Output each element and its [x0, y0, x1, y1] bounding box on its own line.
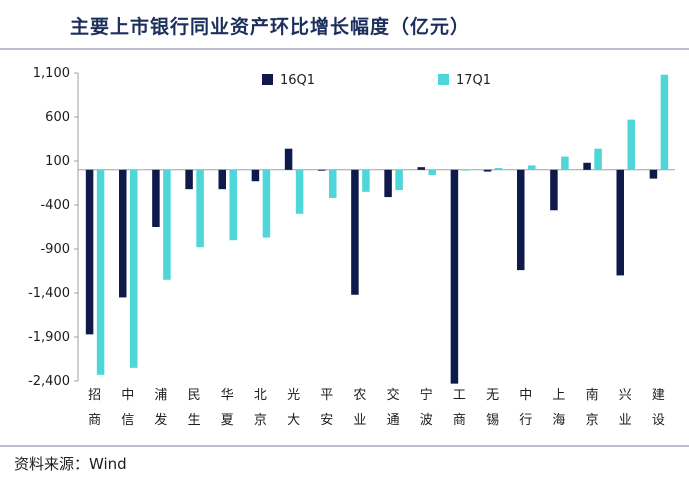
y-tick-label: -1,400: [28, 286, 70, 301]
x-category-label: 光: [287, 388, 300, 403]
x-category-label: 北: [254, 388, 267, 403]
bar-series-16q1: [218, 169, 226, 190]
bar-series-17q1: [660, 74, 669, 170]
bar-series-17q1: [561, 156, 569, 170]
x-category-label: 商: [88, 413, 101, 428]
y-tick-label: 100: [45, 154, 70, 169]
x-category-label: 南: [586, 387, 599, 403]
bar-series-16q1: [517, 169, 525, 271]
bar-series-17q1: [494, 168, 503, 170]
x-category-label: 商: [453, 413, 466, 428]
bar-series-17q1: [395, 169, 403, 191]
bar-series-17q1: [528, 165, 536, 170]
bar-series-16q1: [284, 148, 293, 170]
x-category-label: 宁: [420, 387, 433, 403]
chart-title: 主要上市银行同业资产环比增长幅度（亿元）: [70, 16, 471, 38]
y-tick-label: -900: [40, 242, 70, 257]
bar-series-16q1: [318, 169, 326, 171]
legend-swatch: [262, 74, 273, 85]
x-category-label: 通: [387, 413, 400, 428]
source-divider: [0, 445, 689, 447]
bar-series-17q1: [461, 169, 470, 171]
y-tick-label: -1,900: [28, 330, 70, 345]
bar-series-17q1: [96, 169, 105, 375]
bar-series-17q1: [130, 169, 138, 368]
x-category-label: 行: [519, 413, 532, 428]
y-tick-label: -2,400: [28, 374, 70, 389]
bar-series-16q1: [616, 169, 624, 276]
bar-series-16q1: [119, 169, 127, 298]
x-category-label: 波: [420, 413, 433, 428]
legend-swatch: [438, 74, 449, 85]
bar-series-17q1: [295, 169, 304, 214]
legend-label: 17Q1: [456, 73, 491, 88]
x-category-label: 业: [353, 413, 366, 428]
x-category-label: 中: [519, 388, 532, 403]
x-category-label: 建: [652, 388, 665, 403]
x-category-label: 农: [353, 388, 366, 403]
bar-series-16q1: [583, 162, 591, 170]
bar-series-16q1: [251, 169, 260, 182]
bar-series-16q1: [649, 169, 658, 179]
bar-series-16q1: [384, 169, 392, 198]
x-category-label: 交: [387, 387, 400, 403]
x-category-label: 华: [221, 388, 234, 403]
bar-series-16q1: [185, 169, 193, 190]
y-tick-label: 1,100: [33, 66, 70, 81]
x-category-label: 锡: [486, 413, 499, 428]
x-category-label: 无: [486, 388, 499, 403]
bar-series-17q1: [262, 169, 271, 238]
bar-series-16q1: [351, 169, 359, 295]
title-divider: [0, 48, 689, 50]
x-category-label: 兴: [619, 388, 632, 403]
bar-series-17q1: [196, 169, 204, 248]
x-category-label: 业: [619, 413, 632, 428]
x-category-label: 设: [652, 413, 665, 428]
bar-series-16q1: [152, 169, 160, 227]
x-category-label: 京: [254, 413, 267, 428]
x-category-label: 上: [552, 388, 565, 403]
x-category-label: 发: [154, 412, 167, 428]
x-category-label: 海: [552, 413, 565, 428]
bar-series-17q1: [329, 169, 337, 198]
bar-series-16q1: [85, 169, 94, 335]
y-tick-label: -400: [40, 198, 70, 213]
x-category-label: 平: [320, 388, 333, 403]
bar-series-17q1: [163, 169, 171, 280]
bar-series-16q1: [450, 169, 459, 384]
x-category-label: 中: [121, 388, 134, 403]
x-category-label: 招: [88, 388, 101, 403]
bar-series-17q1: [428, 169, 436, 176]
bar-series-16q1: [483, 169, 492, 172]
x-category-label: 生: [188, 413, 201, 428]
legend-label: 16Q1: [280, 73, 315, 88]
x-category-label: 浦: [154, 388, 167, 403]
x-category-label: 安: [320, 413, 333, 428]
x-category-label: 民: [188, 388, 201, 403]
bar-series-16q1: [550, 169, 558, 211]
x-category-label: 夏: [221, 413, 234, 428]
x-category-label: 工: [453, 388, 466, 403]
bar-series-17q1: [362, 169, 370, 192]
bar-series-16q1: [417, 167, 425, 170]
bar-series-17q1: [627, 119, 635, 170]
x-category-label: 京: [586, 413, 599, 428]
y-tick-label: 600: [45, 110, 70, 125]
bar-series-17q1: [594, 148, 602, 170]
source-note: 资料来源：Wind: [14, 455, 127, 473]
x-category-label: 大: [287, 413, 300, 428]
bar-series-17q1: [229, 169, 237, 241]
x-category-label: 信: [121, 413, 134, 428]
